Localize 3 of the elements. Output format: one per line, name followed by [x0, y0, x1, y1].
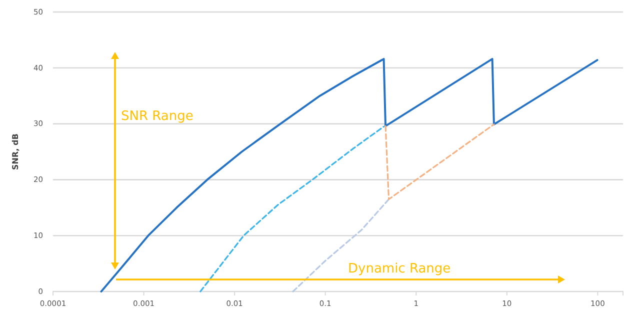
- annotation: Dynamic Range: [348, 262, 451, 276]
- annotation: SNR Range: [121, 109, 194, 124]
- y-axis-title: SNR, dB: [11, 134, 20, 170]
